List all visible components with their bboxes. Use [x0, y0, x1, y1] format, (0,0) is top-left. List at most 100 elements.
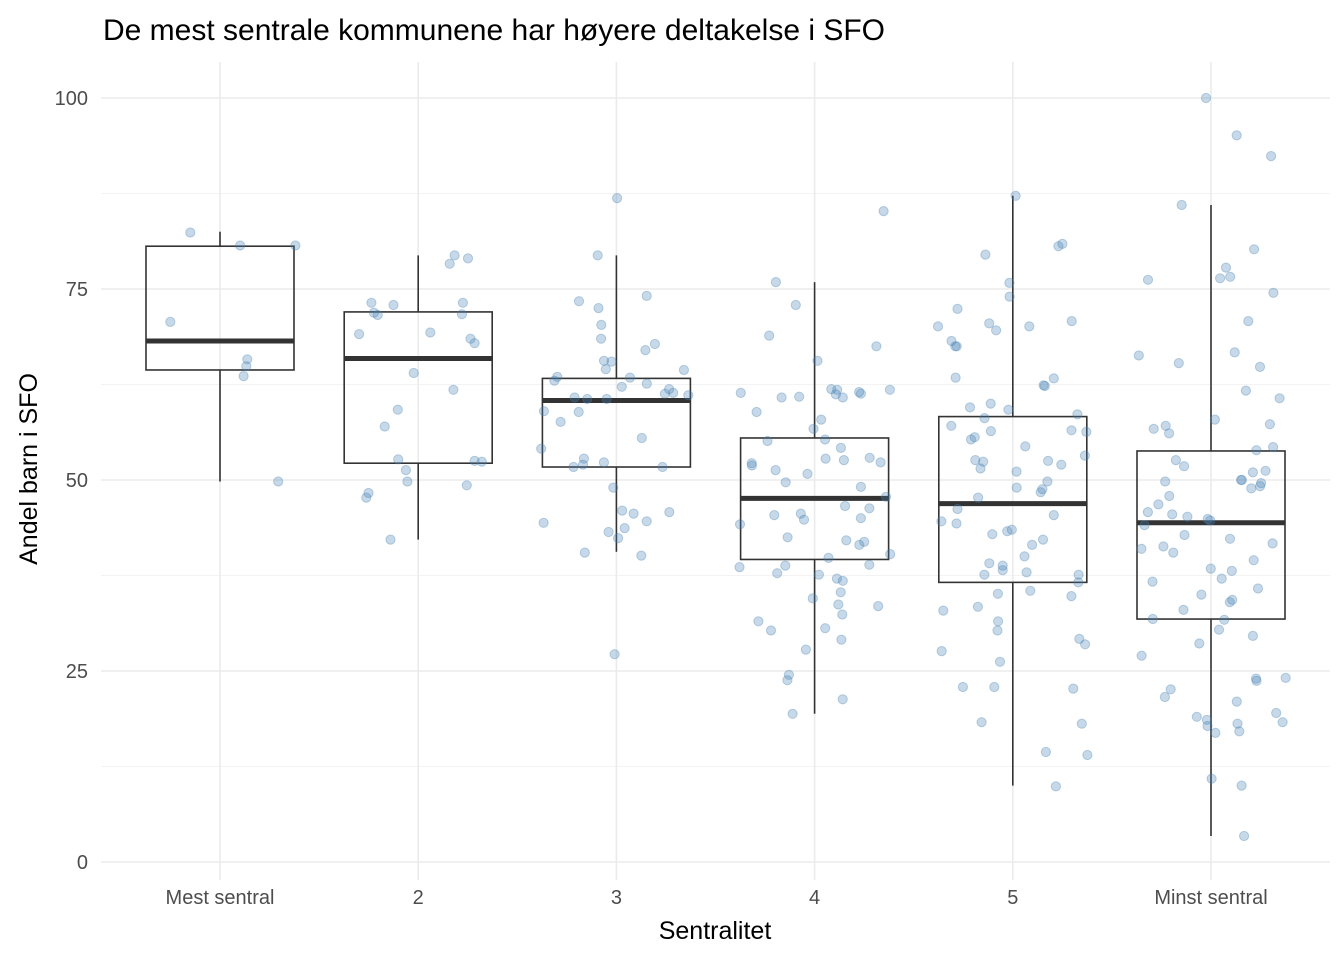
data-point: [841, 535, 852, 546]
data-point: [1011, 482, 1022, 493]
data-point: [1179, 461, 1190, 472]
data-point: [772, 568, 783, 579]
data-point: [855, 513, 867, 524]
data-point: [596, 333, 607, 344]
x-axis-title: Sentralitet: [659, 917, 772, 945]
data-point: [813, 569, 825, 580]
box: [145, 245, 295, 371]
data-point: [830, 389, 842, 400]
boxplot: [541, 255, 692, 552]
data-point: [946, 335, 957, 347]
data-point: [1147, 613, 1158, 625]
data-point: [764, 330, 775, 341]
data-point: [753, 616, 764, 627]
data-point: [368, 307, 380, 318]
data-point: [549, 375, 560, 386]
data-point: [973, 492, 984, 503]
data-point: [425, 327, 436, 338]
data-point: [1201, 714, 1213, 726]
data-point: [1072, 409, 1083, 420]
data-point: [1020, 441, 1031, 452]
data-point: [1160, 420, 1171, 431]
data-point: [1037, 484, 1048, 495]
data-point: [1232, 718, 1243, 729]
data-point: [408, 367, 419, 379]
data-point: [1004, 277, 1015, 288]
data-point: [1277, 717, 1288, 728]
data-point: [1079, 450, 1091, 461]
data-point: [573, 296, 585, 307]
boxplot: [739, 282, 890, 714]
data-point: [242, 354, 253, 365]
data-point: [1164, 490, 1175, 502]
boxplot: [937, 195, 1088, 786]
data-point: [290, 240, 301, 251]
data-point: [984, 558, 995, 569]
data-point: [1202, 720, 1213, 732]
data-point: [555, 416, 566, 427]
data-point: [1056, 459, 1067, 470]
data-point: [1243, 316, 1254, 327]
data-point: [950, 341, 961, 352]
data-point: [462, 253, 474, 264]
data-point: [854, 539, 865, 551]
data-point: [1153, 499, 1164, 510]
data-point: [800, 644, 812, 655]
data-point: [1038, 380, 1049, 391]
data-point: [854, 387, 865, 398]
data-point: [1280, 672, 1291, 684]
y-tick-label: 25: [66, 661, 88, 683]
data-point: [1165, 684, 1176, 695]
data-point: [1043, 455, 1054, 466]
data-point: [997, 565, 1008, 576]
data-point: [783, 669, 795, 680]
data-point: [552, 371, 563, 382]
data-point: [833, 599, 844, 610]
data-point: [1250, 673, 1262, 684]
data-point: [978, 456, 989, 467]
data-point: [449, 250, 460, 261]
data-point: [975, 463, 986, 474]
data-point: [1268, 442, 1279, 453]
data-point: [980, 249, 991, 260]
data-point: [1148, 423, 1159, 434]
data-point: [649, 338, 661, 350]
data-point: [1160, 476, 1171, 487]
data-point: [946, 420, 957, 431]
data-point: [1231, 696, 1242, 707]
data-point: [1039, 380, 1050, 392]
data-point: [1040, 746, 1052, 758]
data-point: [1205, 563, 1216, 574]
data-point: [1251, 675, 1262, 687]
data-point: [735, 387, 746, 398]
data-point: [787, 708, 798, 719]
data-point: [1227, 594, 1238, 606]
data-point: [456, 309, 467, 320]
data-point: [938, 605, 949, 616]
data-point: [864, 559, 875, 570]
data-point: [873, 601, 884, 612]
data-point: [1168, 547, 1179, 558]
data-point: [1206, 773, 1217, 784]
data-point: [992, 588, 1004, 599]
data-point: [807, 593, 818, 604]
data-point: [950, 372, 961, 383]
data-point: [235, 240, 246, 251]
data-point: [837, 575, 848, 586]
data-point: [985, 398, 996, 409]
data-point: [641, 378, 652, 389]
data-point: [1048, 373, 1059, 384]
data-point: [385, 534, 396, 545]
data-point: [363, 487, 374, 499]
data-point: [936, 646, 947, 657]
data-point: [855, 481, 867, 492]
data-point: [1247, 630, 1259, 642]
data-point: [991, 325, 1002, 336]
boxplot: [1136, 204, 1286, 837]
data-point: [1236, 780, 1247, 791]
data-point: [746, 460, 758, 471]
data-point: [1002, 526, 1013, 537]
data-point: [361, 492, 372, 503]
data-point: [1136, 543, 1147, 554]
data-point: [379, 421, 390, 432]
